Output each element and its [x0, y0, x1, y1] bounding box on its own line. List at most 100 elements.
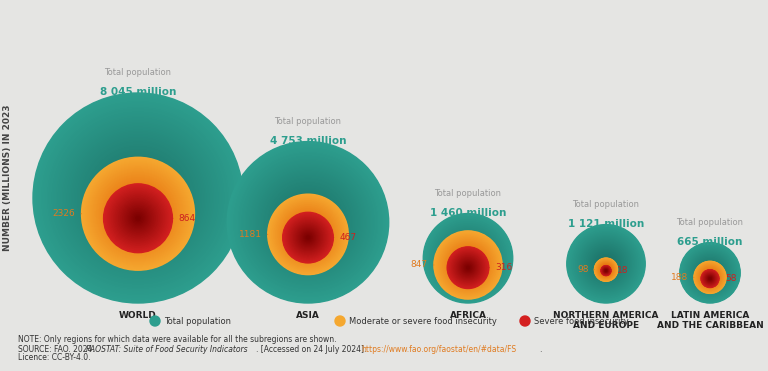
Circle shape	[300, 226, 316, 242]
Circle shape	[121, 197, 155, 231]
Circle shape	[94, 170, 181, 257]
Circle shape	[576, 234, 636, 294]
Circle shape	[449, 248, 488, 287]
Circle shape	[683, 245, 737, 301]
Circle shape	[707, 275, 713, 280]
Circle shape	[439, 237, 496, 293]
Circle shape	[449, 239, 488, 278]
Circle shape	[459, 256, 477, 274]
Circle shape	[694, 262, 726, 293]
Circle shape	[687, 250, 733, 296]
Circle shape	[703, 266, 717, 279]
Circle shape	[110, 186, 166, 242]
Circle shape	[307, 237, 309, 238]
Circle shape	[577, 235, 635, 293]
Circle shape	[708, 276, 712, 279]
Circle shape	[597, 260, 615, 279]
Circle shape	[39, 99, 237, 297]
Circle shape	[276, 190, 340, 255]
Circle shape	[705, 274, 715, 283]
Circle shape	[436, 233, 500, 297]
Circle shape	[131, 211, 146, 226]
Circle shape	[602, 266, 610, 273]
Circle shape	[465, 255, 472, 262]
Circle shape	[437, 234, 499, 296]
Circle shape	[439, 236, 497, 294]
Circle shape	[700, 267, 720, 288]
Text: 4 753 million: 4 753 million	[270, 135, 346, 145]
Circle shape	[131, 206, 145, 221]
Circle shape	[283, 209, 333, 260]
Circle shape	[255, 169, 361, 275]
Circle shape	[302, 232, 314, 244]
Circle shape	[603, 268, 609, 273]
Circle shape	[462, 252, 475, 265]
Circle shape	[572, 230, 641, 298]
Circle shape	[604, 269, 607, 272]
Circle shape	[282, 208, 334, 260]
Text: Total population: Total population	[274, 116, 342, 126]
Circle shape	[594, 252, 618, 276]
Circle shape	[124, 184, 151, 211]
Circle shape	[707, 275, 713, 282]
Circle shape	[304, 234, 312, 242]
Circle shape	[703, 272, 717, 285]
Circle shape	[573, 231, 639, 297]
Circle shape	[453, 253, 483, 283]
Circle shape	[704, 267, 716, 279]
Circle shape	[307, 234, 309, 235]
Circle shape	[297, 226, 319, 249]
Circle shape	[86, 162, 190, 266]
Circle shape	[294, 224, 322, 251]
Circle shape	[107, 167, 170, 230]
Circle shape	[581, 239, 631, 289]
Circle shape	[432, 222, 505, 295]
Circle shape	[707, 275, 713, 282]
Circle shape	[701, 270, 719, 288]
Circle shape	[463, 263, 472, 272]
Circle shape	[110, 190, 166, 246]
Circle shape	[604, 268, 609, 273]
Circle shape	[63, 123, 213, 273]
Circle shape	[685, 248, 734, 298]
Circle shape	[458, 248, 478, 269]
Circle shape	[599, 263, 613, 277]
Circle shape	[698, 261, 722, 285]
Circle shape	[701, 268, 719, 286]
Circle shape	[448, 247, 488, 288]
Circle shape	[445, 242, 491, 288]
Circle shape	[127, 187, 148, 209]
Circle shape	[445, 236, 490, 280]
Circle shape	[600, 263, 612, 276]
Circle shape	[128, 204, 147, 223]
Circle shape	[705, 272, 715, 282]
Circle shape	[684, 247, 736, 298]
Circle shape	[708, 277, 712, 280]
Circle shape	[452, 249, 484, 281]
Circle shape	[290, 217, 326, 252]
Circle shape	[91, 167, 185, 261]
Circle shape	[699, 266, 721, 289]
Circle shape	[274, 201, 342, 268]
Circle shape	[582, 240, 630, 287]
Circle shape	[700, 267, 720, 288]
Circle shape	[278, 192, 338, 252]
Text: Total population: Total population	[677, 218, 743, 227]
Circle shape	[604, 268, 607, 271]
Circle shape	[700, 268, 720, 287]
Circle shape	[442, 232, 494, 285]
Circle shape	[604, 269, 607, 272]
Circle shape	[605, 270, 607, 271]
Text: 467: 467	[333, 233, 356, 242]
Circle shape	[706, 269, 714, 277]
Circle shape	[286, 200, 330, 244]
Circle shape	[583, 241, 629, 287]
Circle shape	[429, 220, 506, 296]
Circle shape	[594, 253, 617, 275]
Circle shape	[445, 235, 491, 281]
Circle shape	[117, 177, 159, 219]
Circle shape	[465, 263, 470, 267]
Circle shape	[107, 187, 169, 249]
Circle shape	[602, 260, 610, 268]
Circle shape	[694, 257, 726, 289]
